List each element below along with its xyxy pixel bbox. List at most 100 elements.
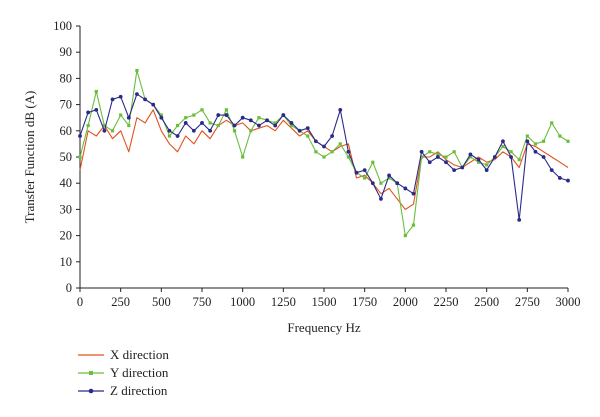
legend-marker-z-direction	[88, 388, 94, 394]
series-z-direction	[78, 92, 570, 222]
point-y-direction-2300	[452, 150, 456, 154]
point-z-direction-500	[159, 115, 164, 120]
point-z-direction-2350	[460, 165, 465, 170]
point-y-direction-2750	[525, 134, 529, 138]
x-tick-label-2500: 2500	[474, 295, 499, 309]
point-z-direction-1400	[305, 126, 310, 131]
point-y-direction-2250	[444, 155, 448, 159]
point-z-direction-0	[78, 134, 82, 138]
legend-label-x-direction: X direction	[110, 347, 169, 362]
point-z-direction-1000	[240, 115, 245, 120]
point-y-direction-2800	[533, 142, 538, 146]
point-z-direction-650	[183, 121, 188, 125]
point-z-direction-1700	[354, 170, 359, 175]
y-axis-title: Transfer Function dB (A)	[22, 91, 37, 224]
point-z-direction-2300	[452, 168, 457, 173]
point-z-direction-950	[232, 123, 237, 128]
point-z-direction-450	[151, 102, 156, 107]
x-axis-title: Frequency Hz	[287, 320, 361, 335]
legend: X direction Y direction Z direction	[78, 347, 169, 398]
legend-marker-y-direction	[89, 371, 93, 375]
point-y-direction-2100	[420, 155, 424, 159]
point-y-direction-700	[192, 113, 196, 117]
point-y-direction-1550	[330, 150, 334, 154]
point-z-direction-800	[208, 128, 213, 133]
point-z-direction-2200	[435, 155, 440, 159]
point-y-direction-200	[110, 129, 115, 133]
point-z-direction-2650	[509, 155, 513, 159]
point-z-direction-1050	[248, 118, 253, 123]
point-z-direction-1550	[330, 134, 335, 138]
y-tick-label-10: 10	[60, 255, 73, 269]
point-z-direction-3000	[566, 178, 570, 183]
x-tick-label-2750: 2750	[515, 295, 540, 309]
point-y-direction-950	[232, 129, 237, 133]
point-y-direction-800	[208, 121, 212, 125]
series-x-direction	[79, 109, 569, 210]
x-tick-label-250: 250	[111, 295, 130, 309]
point-y-direction-300	[127, 123, 131, 128]
point-z-direction-2450	[476, 157, 481, 162]
point-y-direction-1900	[387, 176, 391, 180]
y-tick-label-90: 90	[60, 45, 73, 59]
x-tick-label-2250: 2250	[434, 295, 459, 309]
point-y-direction-1800	[371, 160, 375, 164]
point-y-direction-2400	[468, 155, 472, 159]
point-z-direction-2800	[533, 149, 538, 154]
x-ticks: 0 250 500 750 1000 1250 1500 1750 2000 2250 2500 27…	[77, 288, 581, 309]
point-y-direction-2500	[485, 163, 489, 167]
point-z-direction-1200	[273, 123, 278, 128]
point-y-direction-600	[176, 123, 180, 128]
point-y-direction-2950	[558, 134, 562, 138]
point-z-direction-2150	[427, 160, 432, 165]
point-z-direction-1750	[362, 168, 367, 173]
point-y-direction-2600	[501, 144, 505, 149]
point-z-direction-1100	[257, 123, 261, 128]
point-z-direction-2600	[501, 139, 505, 144]
point-y-direction-1850	[379, 181, 383, 185]
point-z-direction-300	[126, 115, 131, 120]
point-y-direction-2850	[542, 139, 546, 143]
point-z-direction-2100	[419, 149, 424, 154]
legend-label-z-direction: Z direction	[110, 383, 168, 398]
y-tick-label-50: 50	[60, 150, 73, 164]
point-z-direction-2400	[468, 152, 473, 157]
y-tick-label-30: 30	[60, 202, 73, 216]
x-tick-label-500: 500	[152, 295, 171, 309]
x-tick-label-0: 0	[77, 295, 83, 309]
point-y-direction-1450	[314, 150, 318, 154]
point-z-direction-2950	[557, 176, 562, 180]
point-z-direction-1950	[395, 181, 400, 186]
series-y-direction	[78, 68, 570, 238]
point-y-direction-1100	[257, 116, 261, 120]
point-y-direction-350	[135, 68, 139, 73]
x-tick-label-1250: 1250	[271, 295, 296, 309]
point-z-direction-1600	[338, 107, 343, 112]
point-y-direction-0	[78, 155, 82, 159]
point-y-direction-2700	[517, 158, 521, 162]
point-z-direction-400	[143, 97, 147, 102]
point-y-direction-1500	[322, 155, 326, 159]
point-z-direction-2050	[411, 191, 416, 196]
point-y-direction-2050	[411, 223, 416, 227]
point-y-direction-750	[200, 108, 204, 112]
point-y-direction-2650	[509, 150, 513, 154]
y-ticks: 0 10 20 30 40 50 60 70 80 90 100	[53, 19, 80, 295]
point-y-direction-550	[167, 134, 172, 138]
legend-item-y-direction: Y direction	[78, 365, 169, 380]
x-tick-label-1500: 1500	[312, 295, 337, 309]
point-z-direction-700	[191, 128, 196, 133]
point-z-direction-100	[94, 107, 99, 112]
point-z-direction-2500	[484, 168, 489, 173]
point-z-direction-2550	[492, 155, 497, 159]
y-tick-label-100: 100	[53, 19, 72, 33]
y-tick-label-60: 60	[60, 124, 73, 138]
legend-item-z-direction: Z direction	[78, 383, 168, 398]
x-tick-label-1750: 1750	[352, 295, 377, 309]
axes: 0 250 500 750 1000 1250 1500 1750 2000 2250 2500 27…	[53, 19, 580, 309]
point-z-direction-200	[110, 97, 115, 102]
point-y-direction-1600	[338, 142, 342, 146]
point-y-direction-150	[102, 123, 106, 128]
point-y-direction-850	[216, 123, 220, 128]
